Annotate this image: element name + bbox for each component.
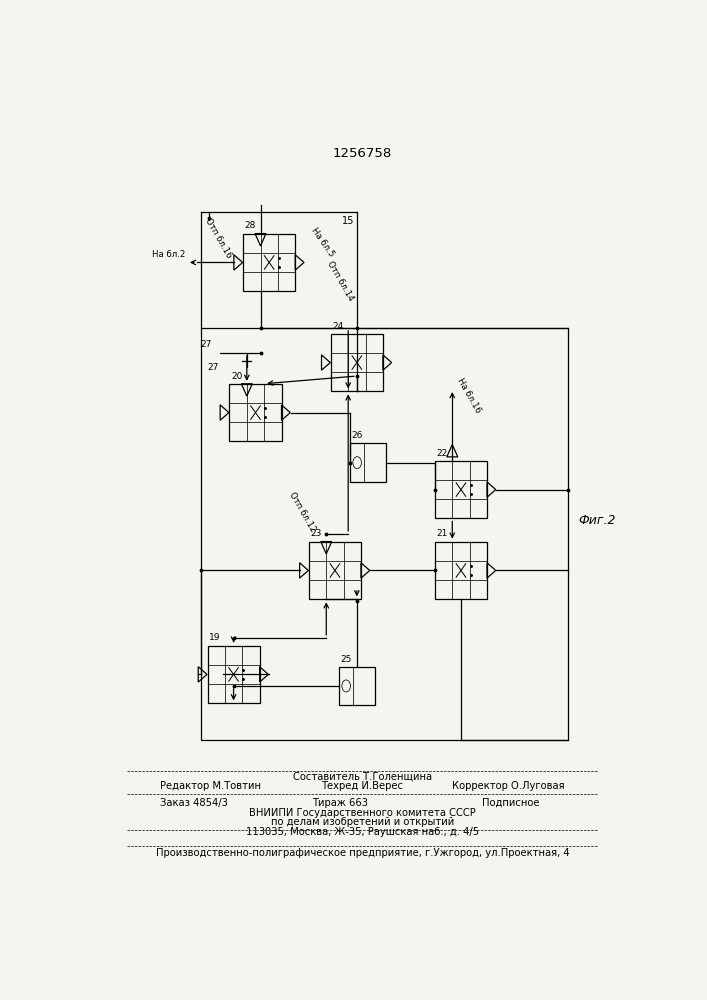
Bar bbox=[230, 384, 281, 441]
Text: 1256758: 1256758 bbox=[333, 147, 392, 160]
Bar bbox=[309, 542, 361, 599]
Bar bbox=[435, 461, 487, 518]
Text: 28: 28 bbox=[245, 221, 256, 230]
Text: Отп бл.16: Отп бл.16 bbox=[204, 216, 233, 259]
Text: 23: 23 bbox=[310, 529, 322, 538]
Text: по делам изобретений и открытий: по делам изобретений и открытий bbox=[271, 817, 454, 827]
Text: 20: 20 bbox=[231, 372, 243, 381]
Text: 25: 25 bbox=[340, 655, 351, 664]
Bar bbox=[350, 443, 385, 482]
Text: 24: 24 bbox=[332, 322, 344, 331]
Text: Корректор О.Луговая: Корректор О.Луговая bbox=[452, 781, 565, 791]
Text: 15: 15 bbox=[341, 216, 354, 226]
Text: Тираж 663: Тираж 663 bbox=[312, 798, 368, 808]
Text: На бл.16: На бл.16 bbox=[455, 376, 482, 415]
Text: 27: 27 bbox=[201, 340, 212, 349]
Text: Производственно-полиграфическое предприятие, г.Ужгород, ул.Проектная, 4: Производственно-полиграфическое предприя… bbox=[156, 848, 569, 858]
Text: Техред И.Верес: Техред И.Верес bbox=[322, 781, 403, 791]
Text: 113035, Москва, Ж-35, Раушская наб., д. 4/5: 113035, Москва, Ж-35, Раушская наб., д. … bbox=[246, 827, 479, 837]
Text: Составитель Т.Голенщина: Составитель Т.Голенщина bbox=[293, 771, 432, 781]
Text: 26: 26 bbox=[351, 431, 363, 440]
Bar bbox=[208, 646, 259, 703]
Text: Редактор М.Товтин: Редактор М.Товтин bbox=[160, 781, 261, 791]
Text: Заказ 4854/3: Заказ 4854/3 bbox=[160, 798, 228, 808]
Text: На бл.5: На бл.5 bbox=[309, 226, 335, 259]
Bar bbox=[201, 328, 568, 740]
Text: Отп бл.12: Отп бл.12 bbox=[287, 491, 317, 534]
Bar bbox=[435, 542, 487, 599]
Bar bbox=[331, 334, 383, 391]
Bar bbox=[339, 667, 375, 705]
Text: Подписное: Подписное bbox=[481, 798, 539, 808]
Text: Отп бл.14: Отп бл.14 bbox=[325, 260, 356, 303]
Text: ВНИИПИ Государственного комитета СССР: ВНИИПИ Государственного комитета СССР bbox=[249, 808, 476, 818]
Text: 19: 19 bbox=[209, 633, 221, 642]
Text: 22: 22 bbox=[437, 449, 448, 458]
Text: 21: 21 bbox=[437, 529, 448, 538]
Text: 27: 27 bbox=[207, 363, 218, 372]
Text: Фиг.2: Фиг.2 bbox=[579, 514, 617, 527]
Text: На бл.2: На бл.2 bbox=[152, 250, 185, 259]
Bar bbox=[243, 234, 296, 291]
